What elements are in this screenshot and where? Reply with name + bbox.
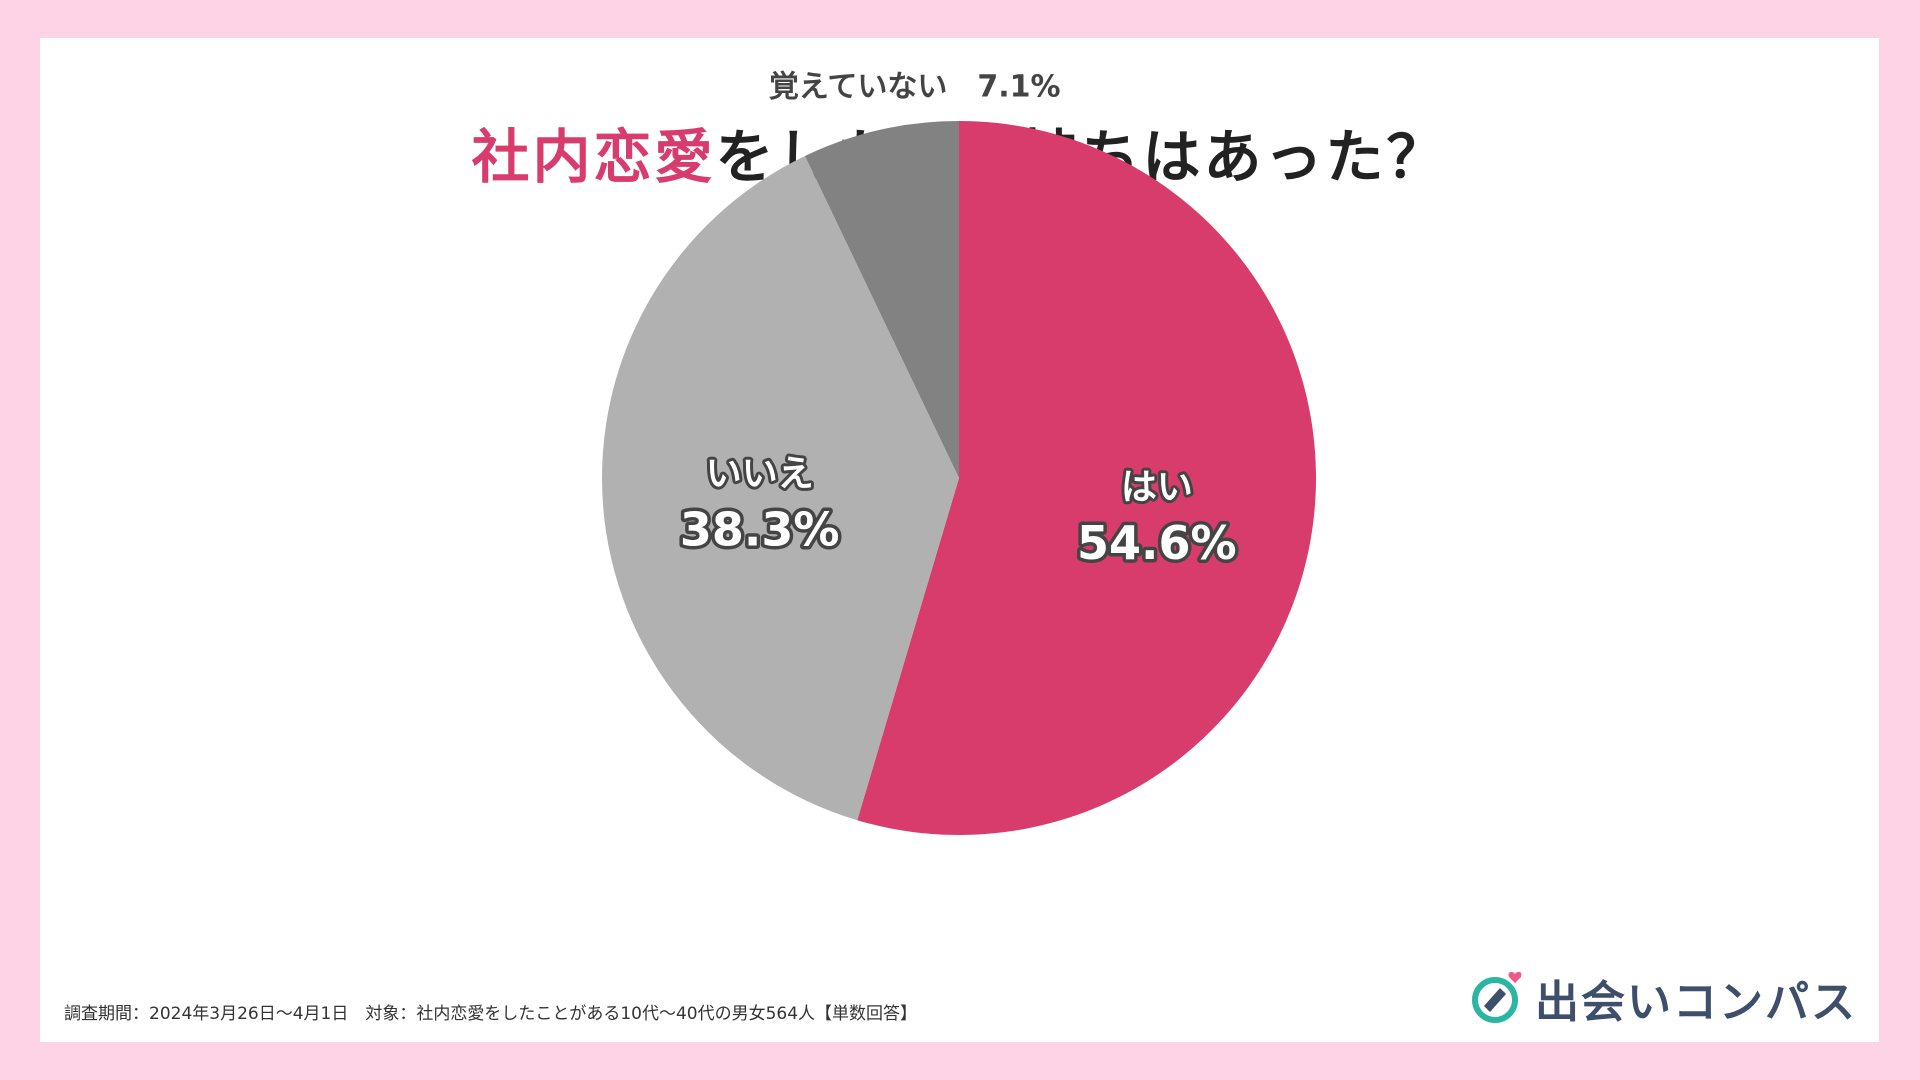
brand-logo: 出会いコンパス [1469, 966, 1857, 1030]
compass-heart-icon [1472, 971, 1522, 1023]
pie-slices [602, 121, 1317, 835]
pie-slice-2 [602, 155, 959, 821]
slice-label-1: はい [1121, 467, 1193, 508]
survey-footnote: 調査期間：2024年3月26日〜4月1日 対象：社内恋愛をしたことがある10代〜… [64, 1004, 918, 1024]
brand-name: 出会いコンパス [1535, 977, 1857, 1028]
chart-title-accent: 社内恋愛 [471, 123, 716, 191]
pie-slice-3 [804, 121, 959, 478]
pie-labels: はい 54.6% いいえ 38.3% 覚えていない 7.1% [676, 69, 1240, 573]
slice-label-3: 覚えていない 7.1% [769, 69, 1061, 104]
slice-value-2: 38.3% [680, 503, 840, 557]
pie-slice-1 [857, 121, 1317, 835]
slice-label-2: いいえ [706, 454, 814, 495]
pie-chart: はい 54.6% いいえ 38.3% 覚えていない 7.1% [602, 69, 1317, 835]
slice-value-1: 54.6% [1077, 516, 1237, 570]
